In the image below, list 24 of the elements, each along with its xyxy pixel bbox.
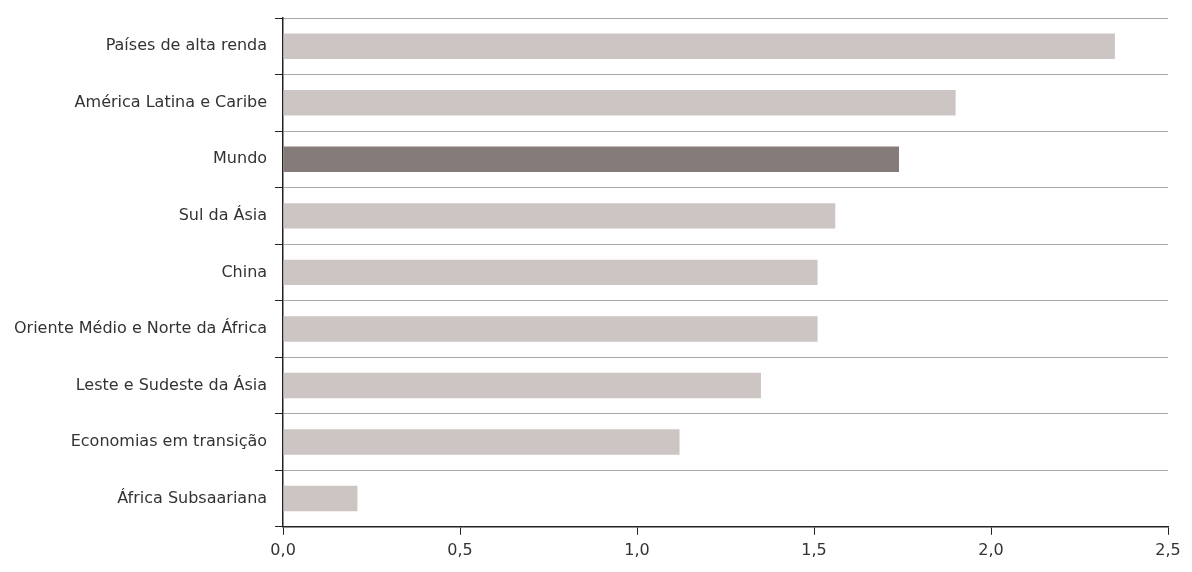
- x-tick-label: 2,5: [1155, 539, 1181, 559]
- x-tick-label: 0,5: [447, 539, 473, 559]
- y-tick-label: América Latina e Caribe: [74, 91, 268, 111]
- bar: [283, 372, 761, 399]
- bar: [283, 146, 899, 173]
- bar: [283, 90, 956, 116]
- bar: [283, 485, 358, 512]
- x-tick-label: 1,5: [801, 539, 827, 559]
- bar: [283, 33, 1115, 59]
- x-tick-label: 1,0: [624, 539, 650, 559]
- bar: [283, 316, 818, 342]
- x-tick-label: 0,0: [270, 539, 296, 559]
- y-tick-label: Mundo: [213, 148, 268, 168]
- x-tick-label: 2,0: [978, 539, 1004, 559]
- y-tick-label: Economias em transição: [70, 431, 268, 451]
- y-tick-label: China: [221, 261, 268, 281]
- bar: [283, 203, 836, 229]
- y-tick-label: Países de alta renda: [105, 35, 268, 55]
- bar: [283, 259, 818, 286]
- y-tick-label: África Subsaariana: [117, 487, 268, 507]
- y-tick-label: Leste e Sudeste da Ásia: [75, 374, 268, 394]
- bar: [283, 429, 680, 455]
- y-tick-label: Sul da Ásia: [178, 205, 268, 225]
- y-tick-label: Oriente Médio e Norte da África: [14, 318, 268, 338]
